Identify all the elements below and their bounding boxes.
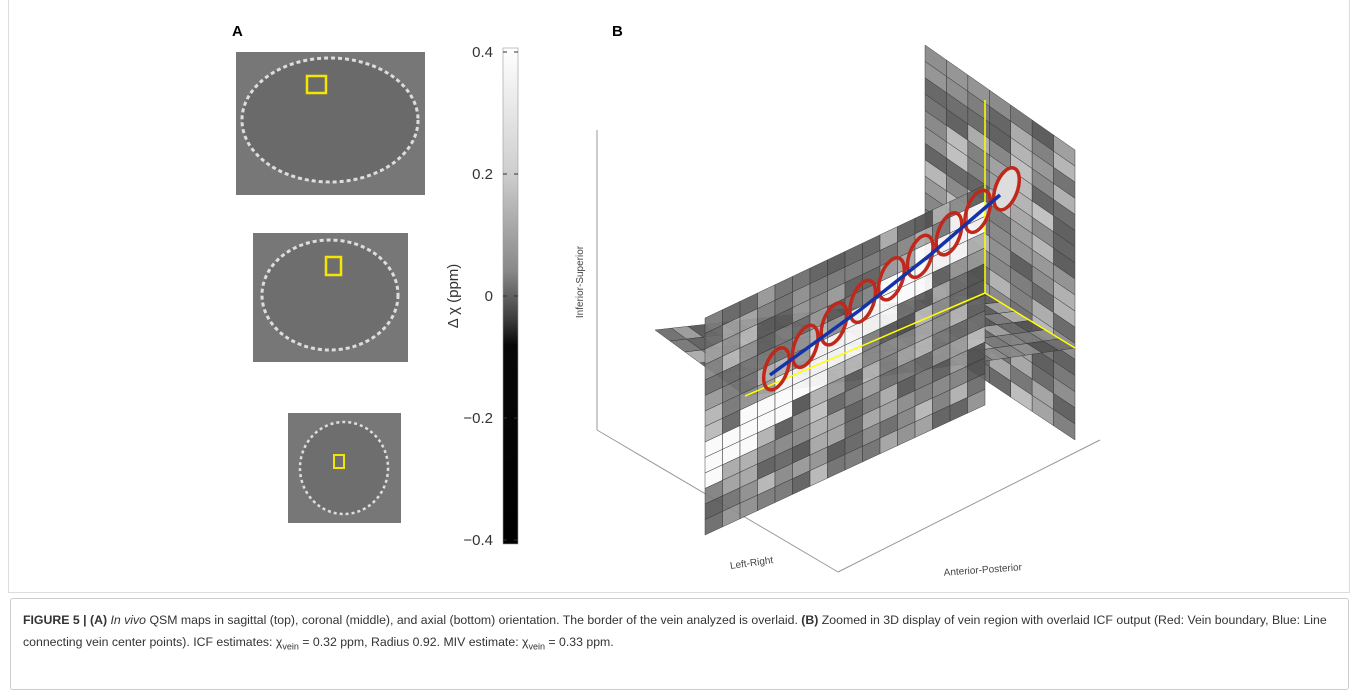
caption-part: In vivo — [110, 613, 146, 627]
caption-part: = 0.32 ppm, Radius 0.92. MIV estimate: χ — [299, 635, 529, 649]
axis-label: Left-Right — [729, 555, 774, 572]
colorbar-label: Δ χ (ppm) — [445, 264, 462, 329]
figure: A B Δ χ (ppm) Inferior-Superior Left-Rig… — [0, 0, 1357, 595]
tick-label: 0.4 — [472, 44, 493, 61]
caption-part: = 0.33 ppm. — [545, 635, 614, 649]
caption-part: (B) — [801, 613, 818, 627]
axis-label: Anterior-Posterior — [943, 562, 1023, 578]
axis-label: Inferior-Superior — [575, 245, 586, 318]
page: A B Δ χ (ppm) Inferior-Superior Left-Rig… — [0, 0, 1357, 697]
panel-label: A — [232, 23, 243, 40]
caption-part: FIGURE 5 | (A) — [23, 613, 107, 627]
caption: FIGURE 5 | (A) In vivo QSM maps in sagit… — [10, 598, 1349, 690]
axial-slice — [288, 413, 401, 523]
caption-part: vein — [528, 641, 545, 651]
sagittal-slice — [236, 52, 425, 195]
tick-label: 0.2 — [472, 166, 493, 183]
tick-label: −0.4 — [463, 532, 493, 549]
caption-part: vein — [282, 641, 299, 651]
coronal-slice — [253, 233, 408, 362]
panel-label: B — [612, 23, 623, 40]
caption-part: QSM maps in sagittal (top), coronal (mid… — [146, 613, 801, 627]
tick-label: 0 — [485, 288, 493, 305]
tick-label: −0.2 — [463, 410, 493, 427]
